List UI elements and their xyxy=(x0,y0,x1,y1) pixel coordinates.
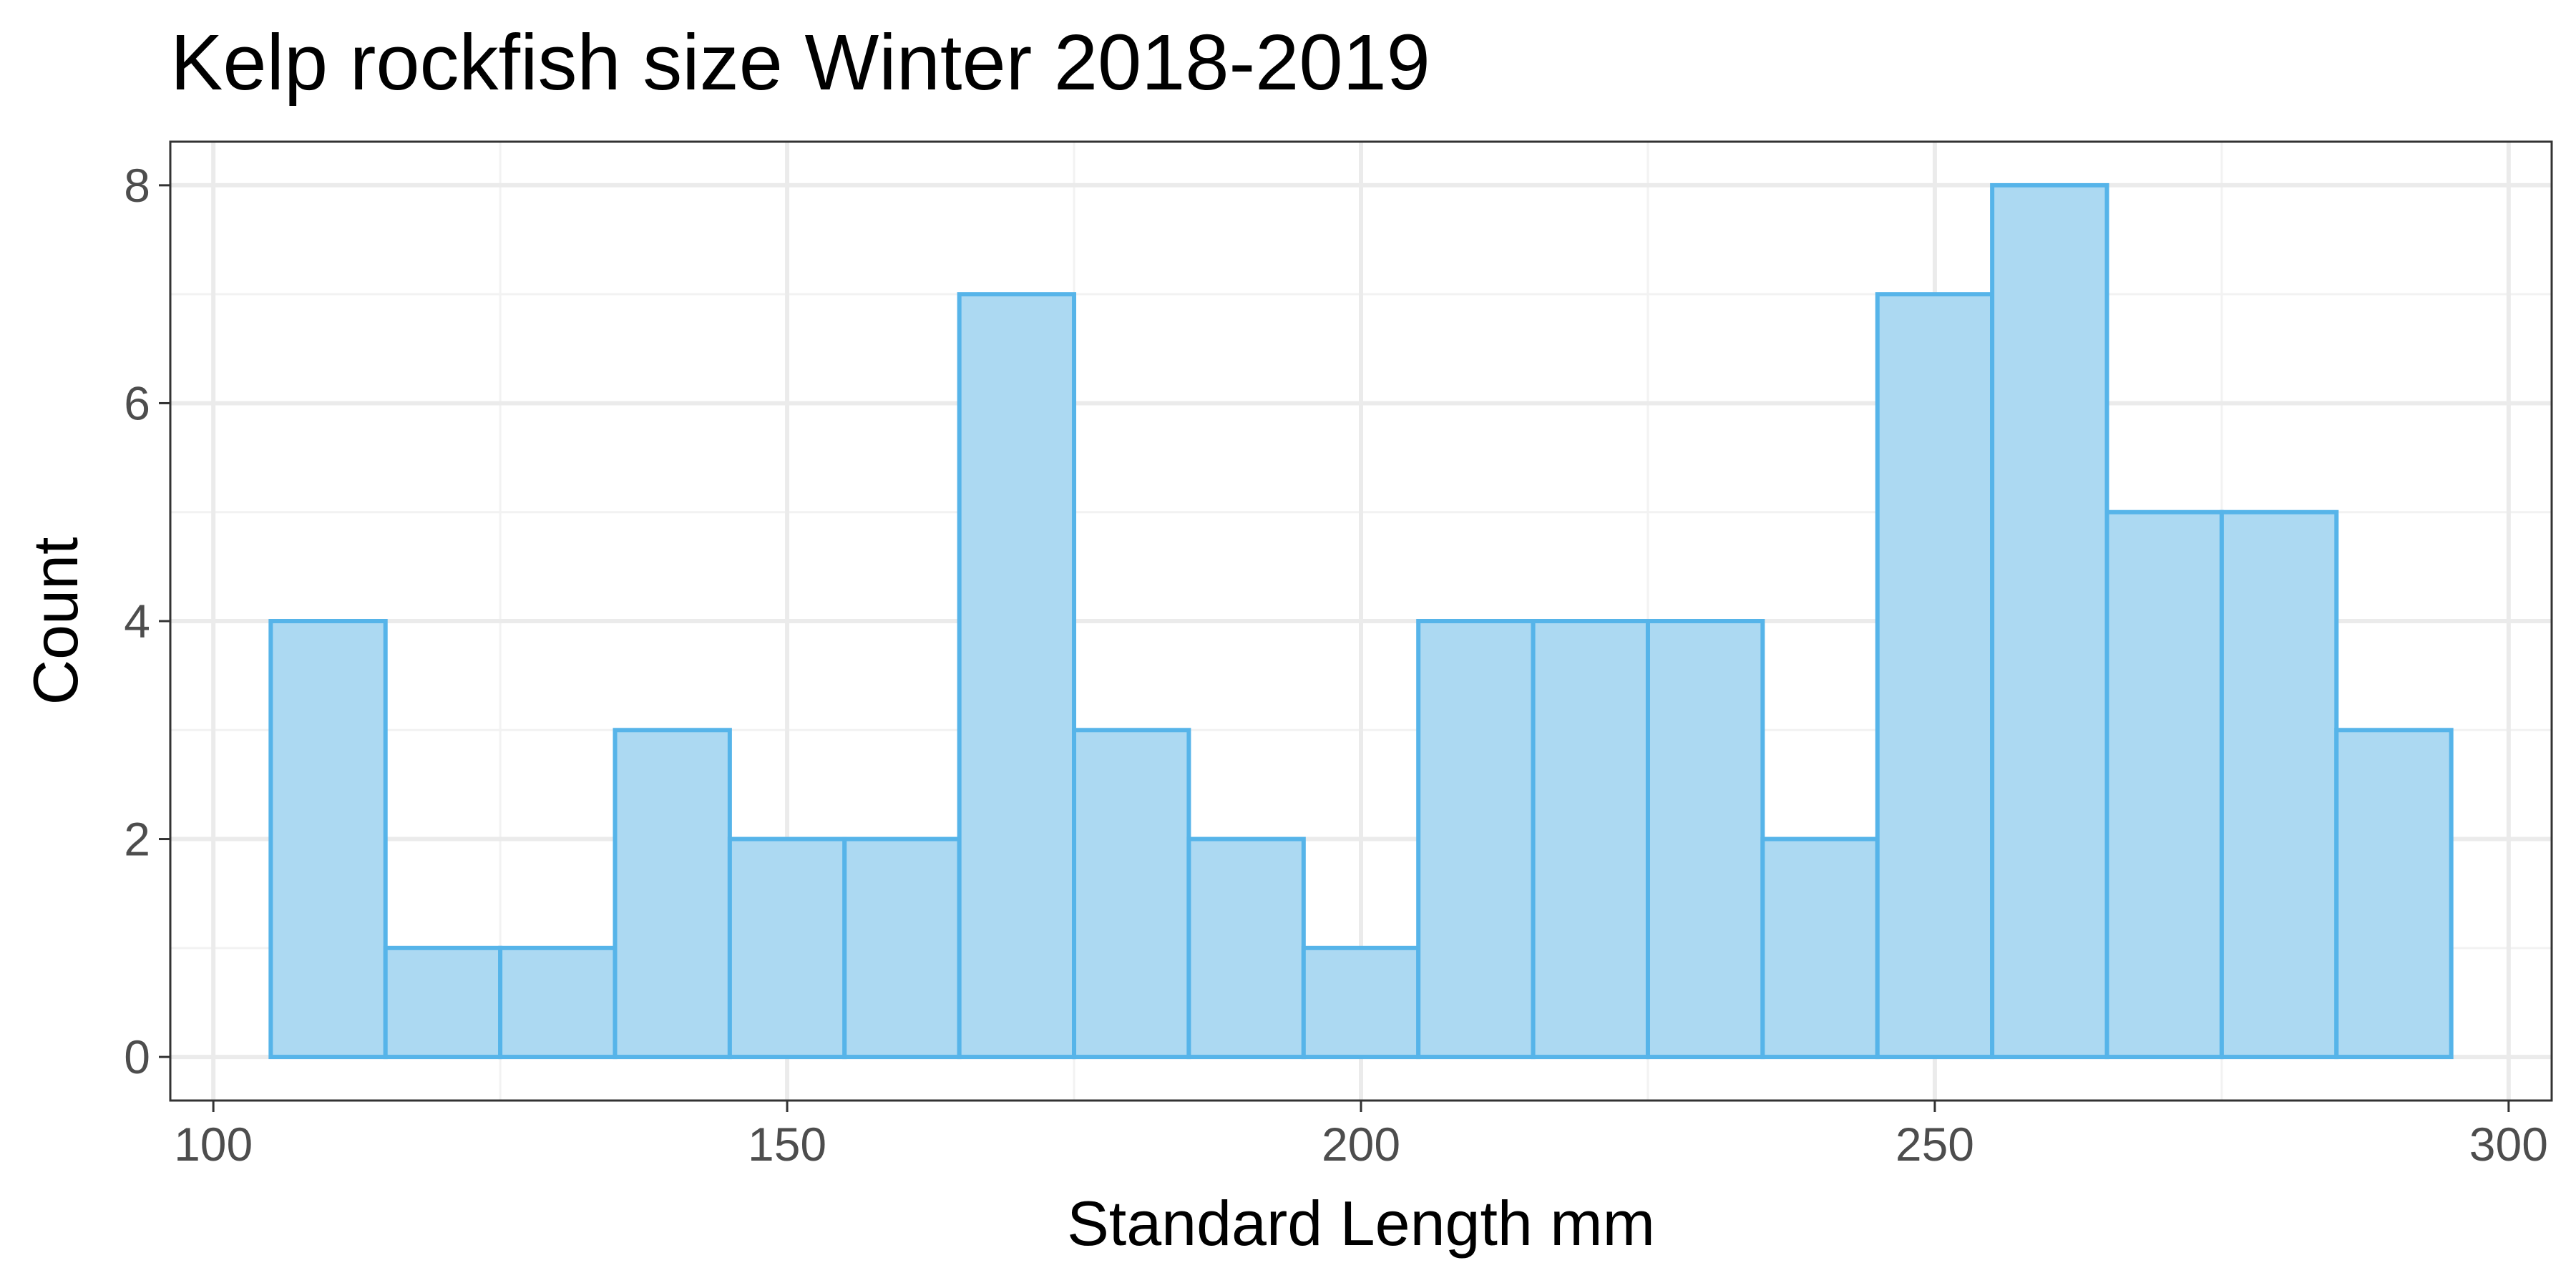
histogram-bar xyxy=(1416,619,1536,1060)
histogram-bar xyxy=(268,619,388,1060)
histogram-bar xyxy=(1760,836,1880,1060)
y-tick-label: 2 xyxy=(124,813,150,866)
y-tick-label: 6 xyxy=(124,376,150,429)
x-tick-label: 100 xyxy=(174,1118,253,1171)
y-axis-title: Count xyxy=(20,537,91,706)
ticks-layer: 100 150 200 250 300 0 2 4 6 8 xyxy=(124,159,2548,1171)
histogram-bar xyxy=(2219,509,2339,1060)
histogram-bar xyxy=(1645,619,1765,1060)
x-tick-label: 300 xyxy=(2469,1118,2548,1171)
x-tick-label: 250 xyxy=(1896,1118,1974,1171)
x-axis-title: Standard Length mm xyxy=(1067,1188,1655,1259)
histogram-bar xyxy=(727,836,847,1060)
histogram-bar xyxy=(383,945,503,1060)
histogram-bar xyxy=(1301,945,1421,1060)
histogram-bar xyxy=(2104,509,2224,1060)
chart-title: Kelp rockfish size Winter 2018-2019 xyxy=(170,19,1430,107)
x-tick-label: 200 xyxy=(1322,1118,1400,1171)
histogram-bar xyxy=(1531,619,1650,1060)
histogram-bar xyxy=(1072,728,1191,1060)
histogram-bar xyxy=(842,836,962,1060)
y-tick-label: 0 xyxy=(124,1030,150,1083)
histogram-bar xyxy=(957,292,1077,1060)
histogram-bar xyxy=(2334,728,2454,1060)
x-tick-label: 150 xyxy=(748,1118,826,1171)
histogram-bar xyxy=(498,945,618,1060)
histogram-bar xyxy=(1990,182,2109,1060)
y-tick-label: 4 xyxy=(124,595,150,648)
histogram-bar xyxy=(1186,836,1306,1060)
histogram-bar xyxy=(1875,292,1995,1060)
histogram-bar xyxy=(613,728,732,1060)
bars-layer xyxy=(268,182,2454,1060)
y-tick-label: 8 xyxy=(124,159,150,212)
